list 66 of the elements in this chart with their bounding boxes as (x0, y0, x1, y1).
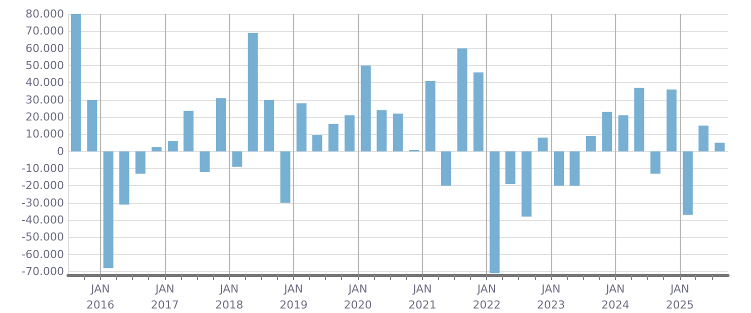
x-tick-label: JAN 2017 (150, 282, 179, 312)
bar (618, 115, 628, 152)
y-tick-label: 80.000 (26, 8, 64, 20)
bar (264, 100, 274, 152)
bar (135, 151, 146, 174)
bar (216, 98, 226, 152)
bar (586, 136, 596, 152)
bar (70, 14, 81, 152)
x-tick-label: JAN 2016 (86, 282, 114, 312)
bar (457, 48, 468, 152)
y-tick-label: 0 (57, 144, 64, 158)
bar (698, 126, 709, 152)
bar (103, 151, 114, 268)
x-tick-label: JAN 2021 (408, 282, 436, 312)
x-tick-label: JAN 2018 (215, 282, 244, 312)
bar (184, 110, 194, 152)
bar (554, 151, 564, 186)
bar (441, 151, 452, 186)
y-tick-label: -40.000 (22, 214, 64, 227)
y-tick-label: -20.000 (22, 179, 64, 192)
bar (200, 151, 210, 172)
bar (87, 100, 98, 152)
x-tick-label: JAN 2024 (601, 282, 630, 312)
bar (634, 88, 644, 152)
bar (666, 90, 677, 152)
bar (682, 151, 693, 215)
x-tick-label: JAN 2025 (666, 282, 694, 312)
bar (119, 151, 130, 205)
bar (602, 112, 612, 152)
bar (248, 32, 258, 152)
x-tick-label: JAN 2022 (472, 282, 501, 312)
bar (328, 124, 338, 152)
bar (232, 151, 242, 167)
bar (168, 141, 178, 152)
bar (522, 151, 532, 217)
x-tick-label: JAN 2019 (280, 282, 308, 312)
y-tick-label: 40.000 (26, 76, 64, 90)
bar (538, 138, 548, 152)
bar (505, 151, 516, 184)
y-tick-label: 30.000 (26, 93, 64, 106)
y-tick-label: 20.000 (26, 110, 64, 124)
bar (312, 135, 322, 152)
y-tick-label: -60.000 (22, 248, 64, 261)
x-tick-label: JAN 2023 (537, 282, 566, 312)
bar (296, 103, 307, 152)
bar (425, 80, 436, 152)
y-tick-label: -30.000 (22, 196, 64, 210)
y-tick-label: 50.000 (26, 59, 64, 72)
bar (344, 115, 355, 152)
bar (490, 151, 500, 274)
bar (376, 110, 387, 152)
bar (570, 151, 580, 186)
bar (360, 66, 371, 152)
y-tick-label: -50.000 (22, 230, 64, 244)
bar (473, 72, 484, 152)
bar (152, 147, 162, 152)
x-tick-label: JAN 2020 (344, 282, 372, 312)
y-tick-label: -70.000 (22, 265, 64, 278)
bar (280, 151, 290, 203)
y-tick-label: 60.000 (26, 42, 64, 55)
bar (650, 151, 660, 174)
bar (714, 142, 725, 152)
y-tick-label: 70.000 (26, 24, 64, 38)
bar (392, 114, 403, 152)
y-tick-label: -10.000 (22, 162, 64, 176)
y-tick-label: 10.000 (26, 128, 64, 141)
